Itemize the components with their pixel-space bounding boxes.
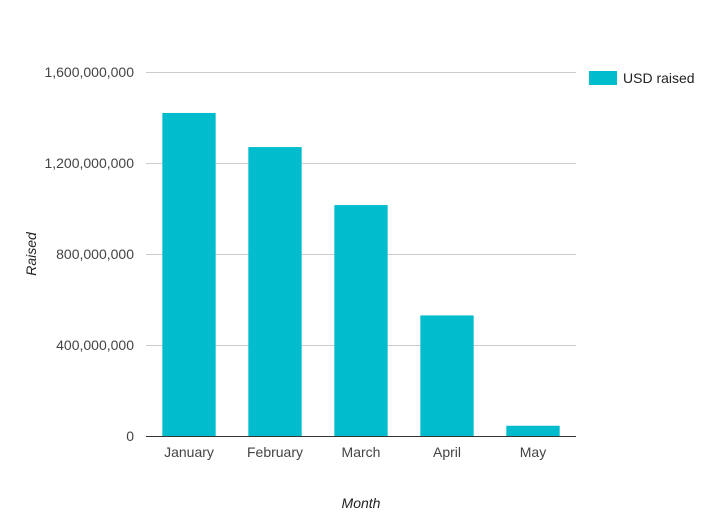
bars xyxy=(162,112,560,436)
y-axis-tick-labels: 0 400,000,000 800,000,000 1,200,000,000 1,60… xyxy=(44,64,134,444)
bar-january xyxy=(162,112,216,436)
y-tick-label: 400,000,000 xyxy=(56,337,134,353)
bar-march xyxy=(334,205,388,436)
y-tick-label: 1,600,000,000 xyxy=(44,64,134,80)
legend-swatch xyxy=(589,71,617,85)
legend-label: USD raised xyxy=(623,70,695,86)
y-tick-label: 0 xyxy=(126,428,134,444)
x-axis-title: Month xyxy=(342,495,381,511)
y-tick-label: 800,000,000 xyxy=(56,246,134,262)
x-tick-label: May xyxy=(520,444,546,460)
x-axis-tick-labels: January February March April May xyxy=(164,444,546,460)
x-tick-label: April xyxy=(433,444,461,460)
x-tick-label: March xyxy=(342,444,381,460)
legend: USD raised xyxy=(589,70,695,86)
bar-may xyxy=(506,425,560,436)
x-tick-label: February xyxy=(247,444,303,460)
x-tick-label: January xyxy=(164,444,214,460)
bar-february xyxy=(248,147,302,436)
bar-april xyxy=(420,315,474,436)
y-tick-label: 1,200,000,000 xyxy=(44,155,134,171)
y-axis-title: Raised xyxy=(23,231,39,276)
